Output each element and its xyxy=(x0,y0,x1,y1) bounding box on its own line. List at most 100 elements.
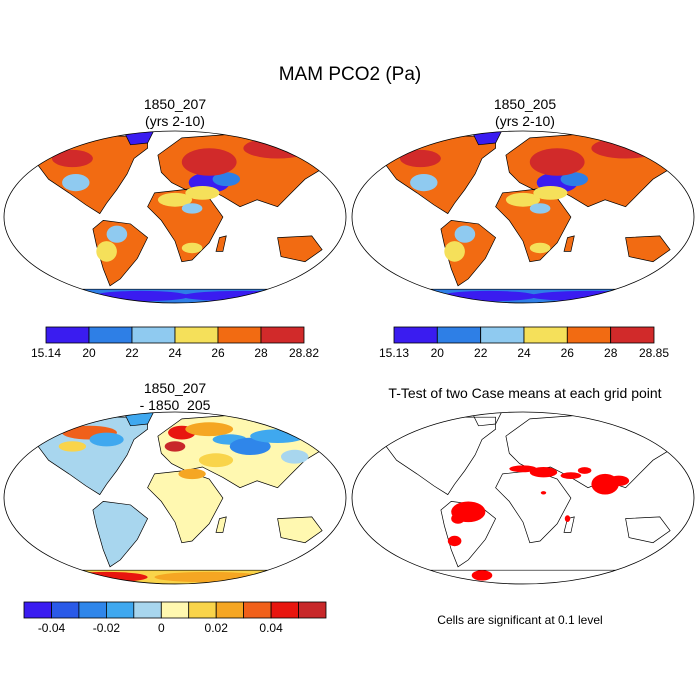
map-panel-2 xyxy=(351,130,695,304)
panel1-title-line1: 1850_207 xyxy=(143,96,207,112)
colorbar-3-label-1: -0.02 xyxy=(93,621,121,635)
colorbar-2-box-2 xyxy=(480,326,525,344)
field-cell-6 xyxy=(62,174,90,192)
colorbar-1-box-1 xyxy=(88,326,133,344)
field-cell-5 xyxy=(181,242,203,254)
continent-south-america xyxy=(440,220,497,287)
field-cell-7 xyxy=(454,225,476,243)
map-panel-3 xyxy=(3,411,347,585)
continent-south-america xyxy=(92,220,149,287)
field-cell-5 xyxy=(185,422,234,437)
colorbar-3-box-6 xyxy=(188,601,217,619)
continent-greenland xyxy=(471,412,504,427)
panel1-title: 1850_207 (yrs 2-10) xyxy=(85,96,265,130)
colorbar-1-box-3 xyxy=(174,326,219,344)
colorbar-3-box-10 xyxy=(298,601,327,619)
field-cell-4 xyxy=(608,475,630,486)
panel2-title-line1: 1850_205 xyxy=(493,96,557,112)
field-cell-9 xyxy=(181,148,237,176)
colorbar-1: 15.14 20 22 24 26 28 28.82 xyxy=(31,326,319,360)
map-field xyxy=(58,422,309,583)
field-cell-6 xyxy=(410,174,438,192)
colorbar-3-box-9 xyxy=(270,601,300,619)
field-cell-1 xyxy=(560,172,588,187)
field-cell-13 xyxy=(154,571,264,583)
field-cell-2 xyxy=(58,441,87,452)
panel3-title-line2: - 1850_205 xyxy=(139,397,211,413)
field-cell-3 xyxy=(157,192,193,207)
field-cell-14 xyxy=(382,289,424,297)
field-cell-9 xyxy=(529,148,585,176)
colorbar-2-box-5 xyxy=(610,326,655,344)
field-cell-3 xyxy=(505,192,541,207)
colorbar-2-label-1: 20 xyxy=(431,346,445,360)
field-cell-11 xyxy=(51,149,93,168)
field-cell-2 xyxy=(533,186,568,200)
colorbar-1-label-1: 20 xyxy=(82,346,96,360)
field-cell-11 xyxy=(399,149,441,168)
colorbar-1-box-0 xyxy=(45,326,90,344)
colorbar-2-label-2: 22 xyxy=(474,346,488,360)
colorbar-2-label-0: 15.13 xyxy=(379,346,409,360)
field-cell-11 xyxy=(471,570,493,581)
continent-madagascar xyxy=(563,235,575,252)
colorbar-3-box-0 xyxy=(23,601,52,619)
field-cell-2 xyxy=(185,186,220,200)
colorbar-2-box-3 xyxy=(523,326,568,344)
field-cell-9 xyxy=(198,453,234,468)
panel2-title: 1850_205 (yrs 2-10) xyxy=(435,96,615,130)
field-cell-8 xyxy=(444,241,465,262)
field-cell-8 xyxy=(250,429,305,443)
panel4-title: T-Test of two Case means at each grid po… xyxy=(388,385,662,401)
field-cell-7 xyxy=(106,225,128,243)
colorbar-3-box-2 xyxy=(78,601,107,619)
field-cell-7 xyxy=(229,437,271,455)
field-cell-8 xyxy=(96,241,117,262)
colorbar-1-label-5: 28 xyxy=(254,346,268,360)
continent-australia xyxy=(277,235,323,263)
colorbar-1-label-4: 26 xyxy=(211,346,225,360)
colorbar-1-label-0: 15.14 xyxy=(31,346,61,360)
colorbar-3-label-0: -0.04 xyxy=(38,621,66,635)
colorbar-1-label-2: 22 xyxy=(125,346,139,360)
continent-madagascar xyxy=(215,516,227,533)
field-cell-10 xyxy=(178,468,206,480)
map-panel-1 xyxy=(3,130,347,304)
colorbar-3-box-3 xyxy=(106,601,135,619)
field-cell-4 xyxy=(164,441,186,452)
colorbar-1-box-5 xyxy=(260,326,305,344)
map-frame xyxy=(351,411,695,585)
colorbar-2-box-0 xyxy=(393,326,438,344)
colorbar-3-box-4 xyxy=(133,601,162,619)
map-frame xyxy=(3,411,347,585)
colorbar-1-box-4 xyxy=(217,326,262,344)
field-cell-4 xyxy=(181,203,203,214)
map-frame xyxy=(3,130,347,304)
continent-south-america xyxy=(440,501,497,568)
colorbar-1-box-2 xyxy=(131,326,176,344)
continent-australia xyxy=(625,516,671,544)
panel2-title-line2: (yrs 2-10) xyxy=(495,113,555,129)
colorbar-3-label-2: 0 xyxy=(158,621,165,635)
significance-note: Cells are significant at 0.1 level xyxy=(437,613,603,627)
colorbar-2: 15.13 20 22 24 26 28 28.85 xyxy=(379,326,669,360)
panel1-title-line2: (yrs 2-10) xyxy=(145,113,205,129)
field-cell-5 xyxy=(577,467,592,474)
page-title: MAM PCO2 (Pa) xyxy=(278,64,422,85)
map-frame xyxy=(351,130,695,304)
colorbar-2-label-4: 26 xyxy=(561,346,575,360)
field-cell-2 xyxy=(560,472,582,479)
continent-madagascar xyxy=(563,516,575,533)
colorbar-3-label-3: 0.02 xyxy=(205,621,229,635)
field-cell-5 xyxy=(529,242,551,254)
field-cell-1 xyxy=(529,467,558,478)
map-panel-4 xyxy=(351,411,695,585)
continent-north-america xyxy=(385,416,496,496)
field-cell-8 xyxy=(447,535,462,547)
colorbar-3-box-1 xyxy=(51,601,80,619)
continent-madagascar xyxy=(215,235,227,252)
map-field xyxy=(447,465,630,581)
colorbar-1-label-3: 24 xyxy=(168,346,182,360)
colorbar-3-label-4: 0.04 xyxy=(259,621,283,635)
